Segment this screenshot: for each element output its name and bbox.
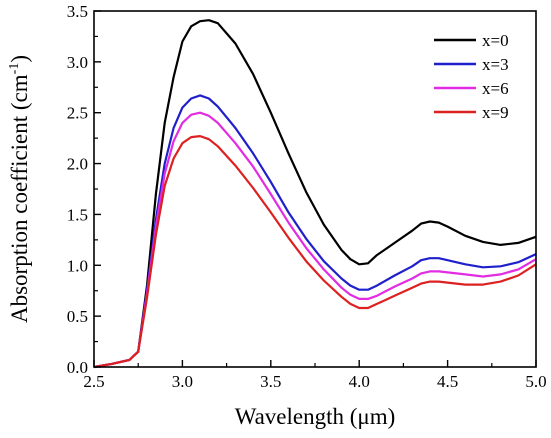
y-tick-label: 3.5: [67, 2, 88, 21]
y-axis-title-superscript: -1: [7, 63, 22, 75]
legend-label: x=3: [482, 55, 509, 74]
y-axis-title-main: Absorption coefficient (cm: [7, 74, 32, 323]
x-tick-label: 4.5: [437, 372, 458, 391]
x-tick-labels: 2.5 3.0 3.5 4.0 4.5 5.0: [83, 372, 546, 391]
y-tick-label: 2.0: [67, 155, 88, 174]
series-line-2: [93, 111, 537, 369]
x-tick-label: 4.0: [349, 372, 370, 391]
x-tick-label: 3.0: [172, 372, 193, 391]
y-axis-title-close: ): [7, 55, 32, 63]
legend-label: x=6: [482, 79, 509, 98]
y-tick-label: 0.5: [67, 307, 88, 326]
y-tick-labels: 0.0 0.5 1.0 1.5 2.0 2.5 3.0 3.5: [67, 2, 88, 377]
x-tick-label: 5.0: [525, 372, 546, 391]
legend-label: x=9: [482, 103, 509, 122]
series-line-1: [93, 94, 537, 369]
y-tick-label: 1.0: [67, 256, 88, 275]
plot-lines: [93, 19, 537, 369]
x-axis-title: Wavelength (μm): [235, 404, 396, 429]
x-tick-label: 2.5: [83, 372, 104, 391]
y-axis-title: Absorption coefficient (cm-1): [7, 55, 32, 323]
y-tick-label: 0.0: [67, 358, 88, 377]
legend: x=0 x=3 x=6 x=9: [434, 31, 509, 122]
series-line-3: [93, 135, 537, 369]
y-tick-label: 3.0: [67, 53, 88, 72]
legend-label: x=0: [482, 31, 509, 50]
y-tick-label: 2.5: [67, 104, 88, 123]
y-tick-label: 1.5: [67, 205, 88, 224]
x-tick-label: 3.5: [260, 372, 281, 391]
series-line-0: [93, 19, 537, 369]
axis-ticks: [93, 10, 537, 368]
